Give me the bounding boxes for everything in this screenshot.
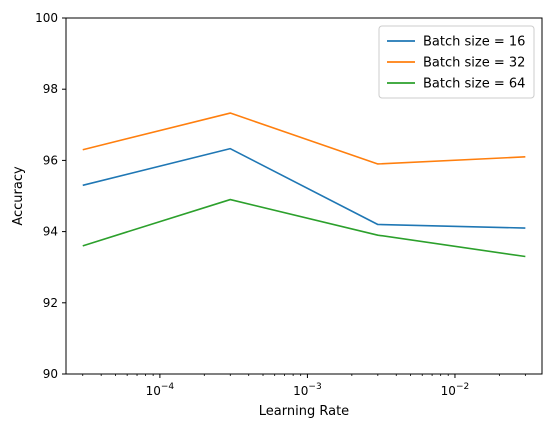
x-tick-label-2: 10−2 <box>441 382 470 398</box>
x-axis-label: Learning Rate <box>259 404 349 419</box>
y-tick-label-4: 98 <box>43 82 58 96</box>
y-tick-label-0: 90 <box>43 367 58 381</box>
y-tick-label-1: 92 <box>43 296 58 310</box>
legend-entry-2: Batch size = 64 <box>423 77 525 92</box>
legend-entry-0: Batch size = 16 <box>423 35 525 50</box>
series-line-1 <box>82 112 526 165</box>
y-tick-label-3: 96 <box>43 153 58 167</box>
legend-box <box>378 25 535 99</box>
series-line-2 <box>82 198 526 258</box>
legend-entry-1: Batch size = 32 <box>423 56 525 71</box>
y-tick-label-5: 100 <box>35 11 58 25</box>
legend: Batch size = 16 Batch size = 32 Batch size… <box>378 25 535 99</box>
axis-ticks: 90 92 94 96 98 100 10−4 10−3 10−2 <box>35 11 526 398</box>
y-tick-label-2: 94 <box>43 225 58 239</box>
x-tick-label-0: 10−4 <box>146 382 175 398</box>
x-tick-label-1: 10−3 <box>293 382 322 398</box>
series-line-0 <box>82 147 526 229</box>
series-lines <box>82 112 526 258</box>
y-axis-label: Accuracy <box>11 166 26 226</box>
